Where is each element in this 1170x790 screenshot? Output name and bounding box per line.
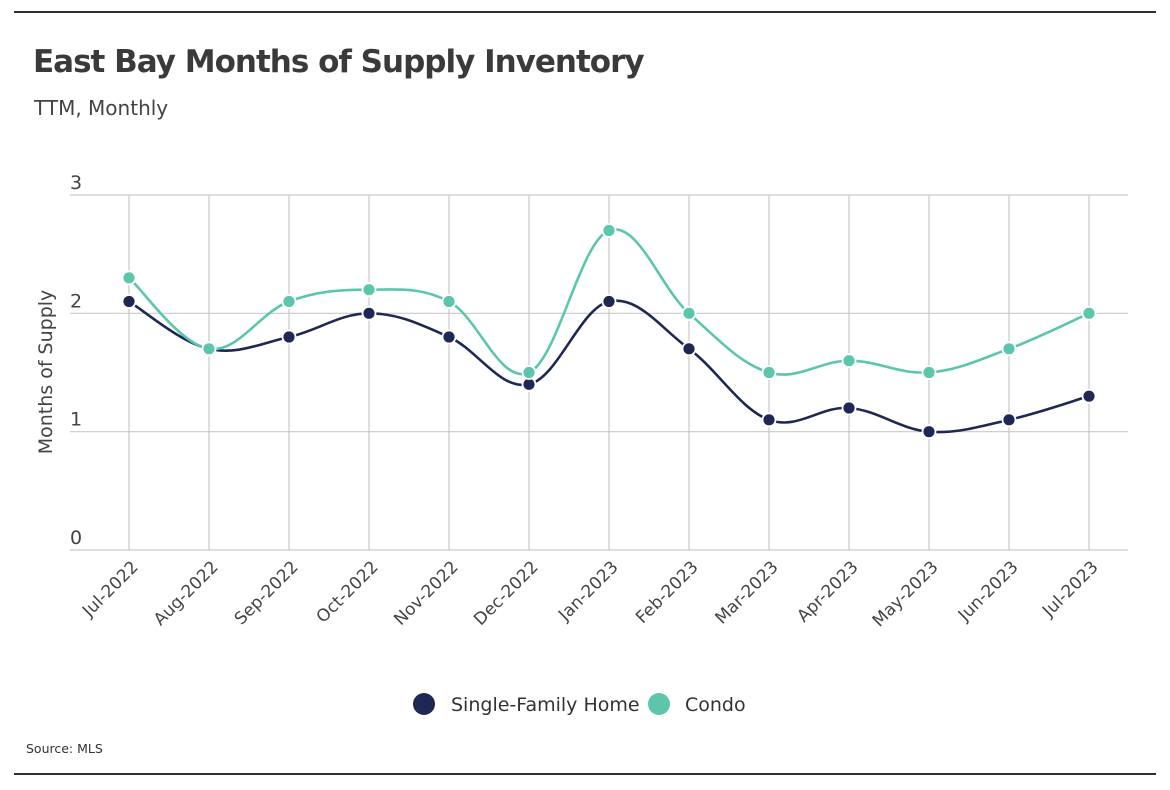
chart-subtitle: TTM, Monthly	[34, 96, 169, 120]
data-point	[441, 329, 457, 345]
data-point	[681, 305, 697, 321]
data-point	[921, 365, 937, 380]
x-tick-label: Aug-2022	[150, 557, 223, 630]
legend: Single-Family Home Condo	[413, 693, 746, 716]
data-point	[841, 353, 857, 369]
source-note: Source: MLS	[26, 741, 103, 756]
x-tick-label: Sep-2022	[231, 557, 303, 629]
data-point	[681, 341, 697, 357]
data-point	[1001, 341, 1017, 357]
x-tick-label: Feb-2023	[632, 557, 702, 627]
data-point	[521, 365, 537, 380]
data-point	[841, 400, 857, 416]
series-group	[121, 223, 1097, 440]
y-tick-label: 0	[70, 527, 82, 549]
legend-label: Condo	[685, 694, 746, 716]
y-tick-label: 3	[70, 172, 82, 194]
x-axis-ticks: Jul-2022 Aug-2022 Sep-2022 Oct-2022 Nov-2022…	[78, 557, 1102, 631]
legend-swatch	[413, 693, 435, 715]
legend-item: Single-Family Home	[413, 693, 640, 716]
x-tick-label: Jul-2023	[1038, 557, 1102, 621]
x-tick-label: May-2023	[869, 557, 943, 631]
bottom-rule	[14, 773, 1156, 775]
data-point	[921, 424, 937, 440]
x-tick-label: Jul-2022	[78, 557, 142, 621]
data-point	[601, 294, 617, 309]
data-point	[201, 341, 217, 357]
data-point	[281, 294, 297, 309]
data-point	[1001, 412, 1017, 428]
legend-label: Single-Family Home	[451, 694, 640, 716]
chart-title: East Bay Months of Supply Inventory	[33, 44, 645, 80]
data-point	[121, 270, 137, 286]
data-point	[761, 365, 777, 380]
data-point	[121, 294, 137, 309]
legend-item: Condo	[648, 693, 746, 716]
x-tick-label: Jun-2023	[954, 557, 1023, 626]
x-tick-label: Nov-2022	[390, 557, 462, 629]
data-point	[441, 294, 457, 309]
legend-swatch	[648, 693, 670, 715]
y-tick-label: 2	[70, 290, 82, 312]
data-point	[761, 412, 777, 428]
data-point	[1081, 305, 1097, 321]
data-point	[601, 223, 617, 238]
y-axis-ticks: 0 1 2 3	[70, 172, 82, 549]
x-tick-label: Apr-2023	[793, 557, 862, 626]
x-tick-label: Jan-2023	[554, 557, 622, 625]
data-point	[1081, 388, 1097, 404]
data-point	[281, 329, 297, 345]
grid	[70, 194, 1128, 551]
top-rule	[14, 11, 1156, 13]
series-condo	[121, 223, 1097, 380]
y-axis-label: Months of Supply	[35, 290, 57, 455]
y-tick-label: 1	[70, 409, 82, 431]
data-point	[361, 305, 377, 321]
data-point	[361, 282, 377, 298]
x-tick-label: Dec-2022	[470, 557, 542, 629]
x-tick-label: Mar-2023	[712, 557, 783, 628]
x-tick-label: Oct-2022	[313, 557, 383, 627]
